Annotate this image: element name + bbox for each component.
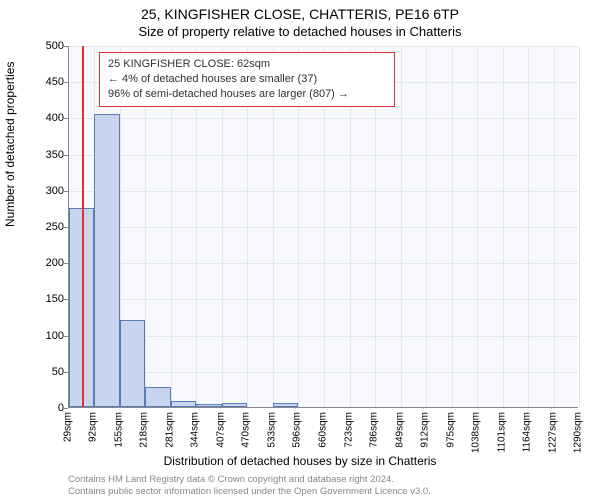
- x-tick-label: 533sqm: [266, 412, 277, 448]
- y-axis-label: Number of detached properties: [3, 62, 17, 227]
- x-tick-label: 1164sqm: [522, 412, 533, 452]
- x-tick-label: 912sqm: [420, 412, 431, 448]
- y-tick-label: 500: [24, 40, 64, 52]
- y-tick-mark: [64, 191, 68, 192]
- callout-line3: 96% of semi-detached houses are larger (…: [108, 87, 386, 102]
- x-tick-label: 723sqm: [343, 412, 354, 448]
- gridline-vertical: [503, 46, 504, 407]
- y-tick-label: 250: [24, 221, 64, 233]
- footer-copyright: Contains HM Land Registry data © Crown c…: [68, 474, 394, 485]
- y-tick-label: 400: [24, 112, 64, 124]
- y-tick-label: 50: [24, 366, 64, 378]
- x-tick-label: 849sqm: [394, 412, 405, 448]
- x-tick-label: 975sqm: [445, 412, 456, 448]
- x-tick-label: 1290sqm: [573, 412, 584, 453]
- x-tick-label: 218sqm: [139, 412, 150, 448]
- y-tick-mark: [64, 263, 68, 264]
- x-axis-label: Distribution of detached houses by size …: [0, 454, 600, 468]
- histogram-bar: [94, 114, 119, 407]
- chart-title: 25, KINGFISHER CLOSE, CHATTERIS, PE16 6T…: [0, 6, 600, 22]
- callout-box: 25 KINGFISHER CLOSE: 62sqm← 4% of detach…: [99, 52, 395, 107]
- x-tick-label: 344sqm: [190, 412, 201, 448]
- y-tick-mark: [64, 155, 68, 156]
- y-tick-label: 350: [24, 149, 64, 161]
- y-tick-mark: [64, 408, 68, 409]
- property-marker-line: [82, 46, 84, 407]
- x-tick-label: 29sqm: [63, 412, 74, 442]
- histogram-bar: [196, 404, 221, 407]
- x-tick-label: 1101sqm: [496, 412, 507, 452]
- y-tick-mark: [64, 336, 68, 337]
- y-tick-label: 300: [24, 185, 64, 197]
- gridline-vertical: [554, 46, 555, 407]
- gridline-vertical: [528, 46, 529, 407]
- histogram-bar: [273, 403, 298, 407]
- histogram-bar: [120, 320, 145, 407]
- x-tick-label: 407sqm: [215, 412, 226, 448]
- y-tick-label: 150: [24, 293, 64, 305]
- x-tick-label: 92sqm: [88, 412, 99, 442]
- y-tick-label: 450: [24, 76, 64, 88]
- y-tick-mark: [64, 82, 68, 83]
- y-tick-mark: [64, 118, 68, 119]
- histogram-bar: [171, 401, 196, 407]
- y-tick-mark: [64, 299, 68, 300]
- y-tick-label: 100: [24, 330, 64, 342]
- gridline-vertical: [401, 46, 402, 407]
- x-tick-label: 155sqm: [113, 412, 124, 448]
- histogram-bar: [145, 387, 170, 407]
- footer-licence: Contains public sector information licen…: [68, 486, 431, 497]
- plot-area: 25 KINGFISHER CLOSE: 62sqm← 4% of detach…: [68, 46, 578, 408]
- x-tick-label: 786sqm: [369, 412, 380, 448]
- property-size-chart: 25, KINGFISHER CLOSE, CHATTERIS, PE16 6T…: [0, 0, 600, 500]
- x-tick-label: 596sqm: [292, 412, 303, 448]
- x-tick-label: 470sqm: [241, 412, 252, 448]
- y-tick-mark: [64, 46, 68, 47]
- chart-subtitle: Size of property relative to detached ho…: [0, 24, 600, 39]
- y-tick-label: 0: [24, 402, 64, 414]
- gridline-vertical: [477, 46, 478, 407]
- histogram-bar: [222, 403, 247, 407]
- y-tick-mark: [64, 227, 68, 228]
- callout-line2: ← 4% of detached houses are smaller (37): [108, 72, 386, 87]
- x-tick-label: 281sqm: [164, 412, 175, 448]
- callout-line1: 25 KINGFISHER CLOSE: 62sqm: [108, 57, 386, 72]
- gridline-vertical: [452, 46, 453, 407]
- y-tick-label: 200: [24, 257, 64, 269]
- x-tick-label: 1038sqm: [471, 412, 482, 453]
- gridline-vertical: [426, 46, 427, 407]
- gridline-vertical: [579, 46, 580, 407]
- y-tick-mark: [64, 372, 68, 373]
- x-tick-label: 660sqm: [318, 412, 329, 448]
- x-tick-label: 1227sqm: [547, 412, 558, 453]
